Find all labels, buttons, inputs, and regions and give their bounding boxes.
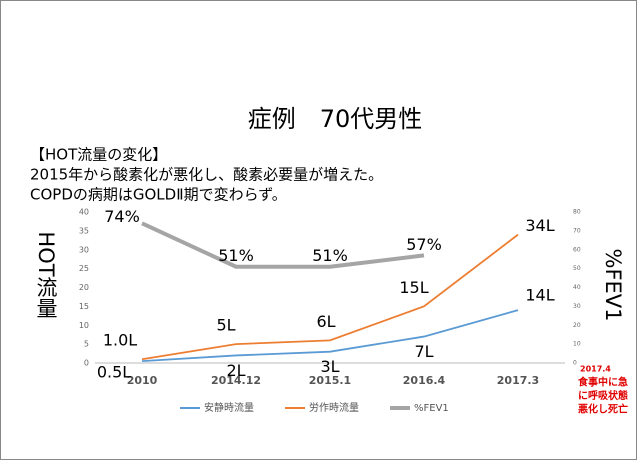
data-label: 7L — [414, 342, 433, 361]
y-tick-label: 10 — [79, 321, 89, 330]
data-label: 6L — [316, 312, 335, 331]
y-tick-label: 15 — [79, 302, 89, 311]
x-tick-label: 2010 — [127, 374, 158, 387]
y-tick-label: 40 — [79, 208, 89, 217]
data-label: 1.0L — [103, 331, 137, 350]
y2-tick-label: 50 — [573, 265, 581, 272]
y2-tick-label: 40 — [573, 284, 581, 291]
x-tick-label: 2014.12 — [211, 374, 261, 387]
series-line — [141, 309, 519, 363]
y-tick-label: 35 — [79, 226, 89, 235]
y-tick-label: 5 — [84, 340, 89, 349]
data-label: 14L — [525, 286, 554, 305]
x-tick-label: 2015.1 — [309, 374, 351, 387]
annotation: 食事中に急 — [577, 376, 628, 389]
annotation: に呼吸状態 — [578, 389, 628, 402]
text-line: 2015年から酸素化が悪化し、酸素必要量が増えた。 — [30, 166, 383, 184]
legend-label: 安静時流量 — [204, 401, 254, 414]
y-tick-label: 30 — [79, 245, 89, 254]
y2-tick-label: 60 — [573, 246, 581, 253]
series-line — [141, 233, 519, 361]
data-label: 51% — [218, 246, 254, 265]
y2-tick-label: 10 — [573, 341, 581, 348]
annotation: 悪化し死亡 — [578, 403, 628, 416]
y2-tick-label: 30 — [573, 303, 581, 310]
data-label: 2L — [226, 361, 245, 380]
data-label: 15L — [399, 278, 428, 297]
data-label: 0.5L — [97, 363, 131, 382]
data-label: 57% — [406, 235, 442, 254]
y2-tick-label: 20 — [573, 322, 581, 329]
y2-tick-label: 0 — [573, 360, 577, 367]
y2-tick-label: 70 — [573, 227, 581, 234]
data-label: 3L — [320, 357, 339, 376]
text-line: COPDの病期はGOLDⅡ期で変わらず。 — [30, 186, 287, 204]
legend-label: 労作時流量 — [309, 401, 359, 414]
annotation: 2017.4 — [580, 365, 611, 374]
x-tick-label: 2016.4 — [403, 374, 446, 387]
slide-title: 症例 70代男性 — [248, 105, 423, 133]
y-axis-title: HOT流量 — [34, 231, 58, 318]
y-tick-label: 0 — [84, 359, 89, 368]
legend-label: %FEV1 — [414, 403, 449, 414]
text-line: 【HOT流量の変化】 — [30, 146, 167, 164]
data-label: 5L — [216, 316, 235, 335]
y2-axis-title: %FEV1 — [601, 248, 625, 321]
data-label: 34L — [525, 216, 554, 235]
data-label: 74% — [104, 207, 140, 226]
y-tick-label: 20 — [79, 283, 89, 292]
data-label: 51% — [312, 246, 348, 265]
x-tick-label: 2017.3 — [497, 374, 539, 387]
series-line — [141, 221, 425, 269]
y2-tick-label: 80 — [573, 209, 581, 216]
y-tick-label: 25 — [79, 264, 89, 273]
